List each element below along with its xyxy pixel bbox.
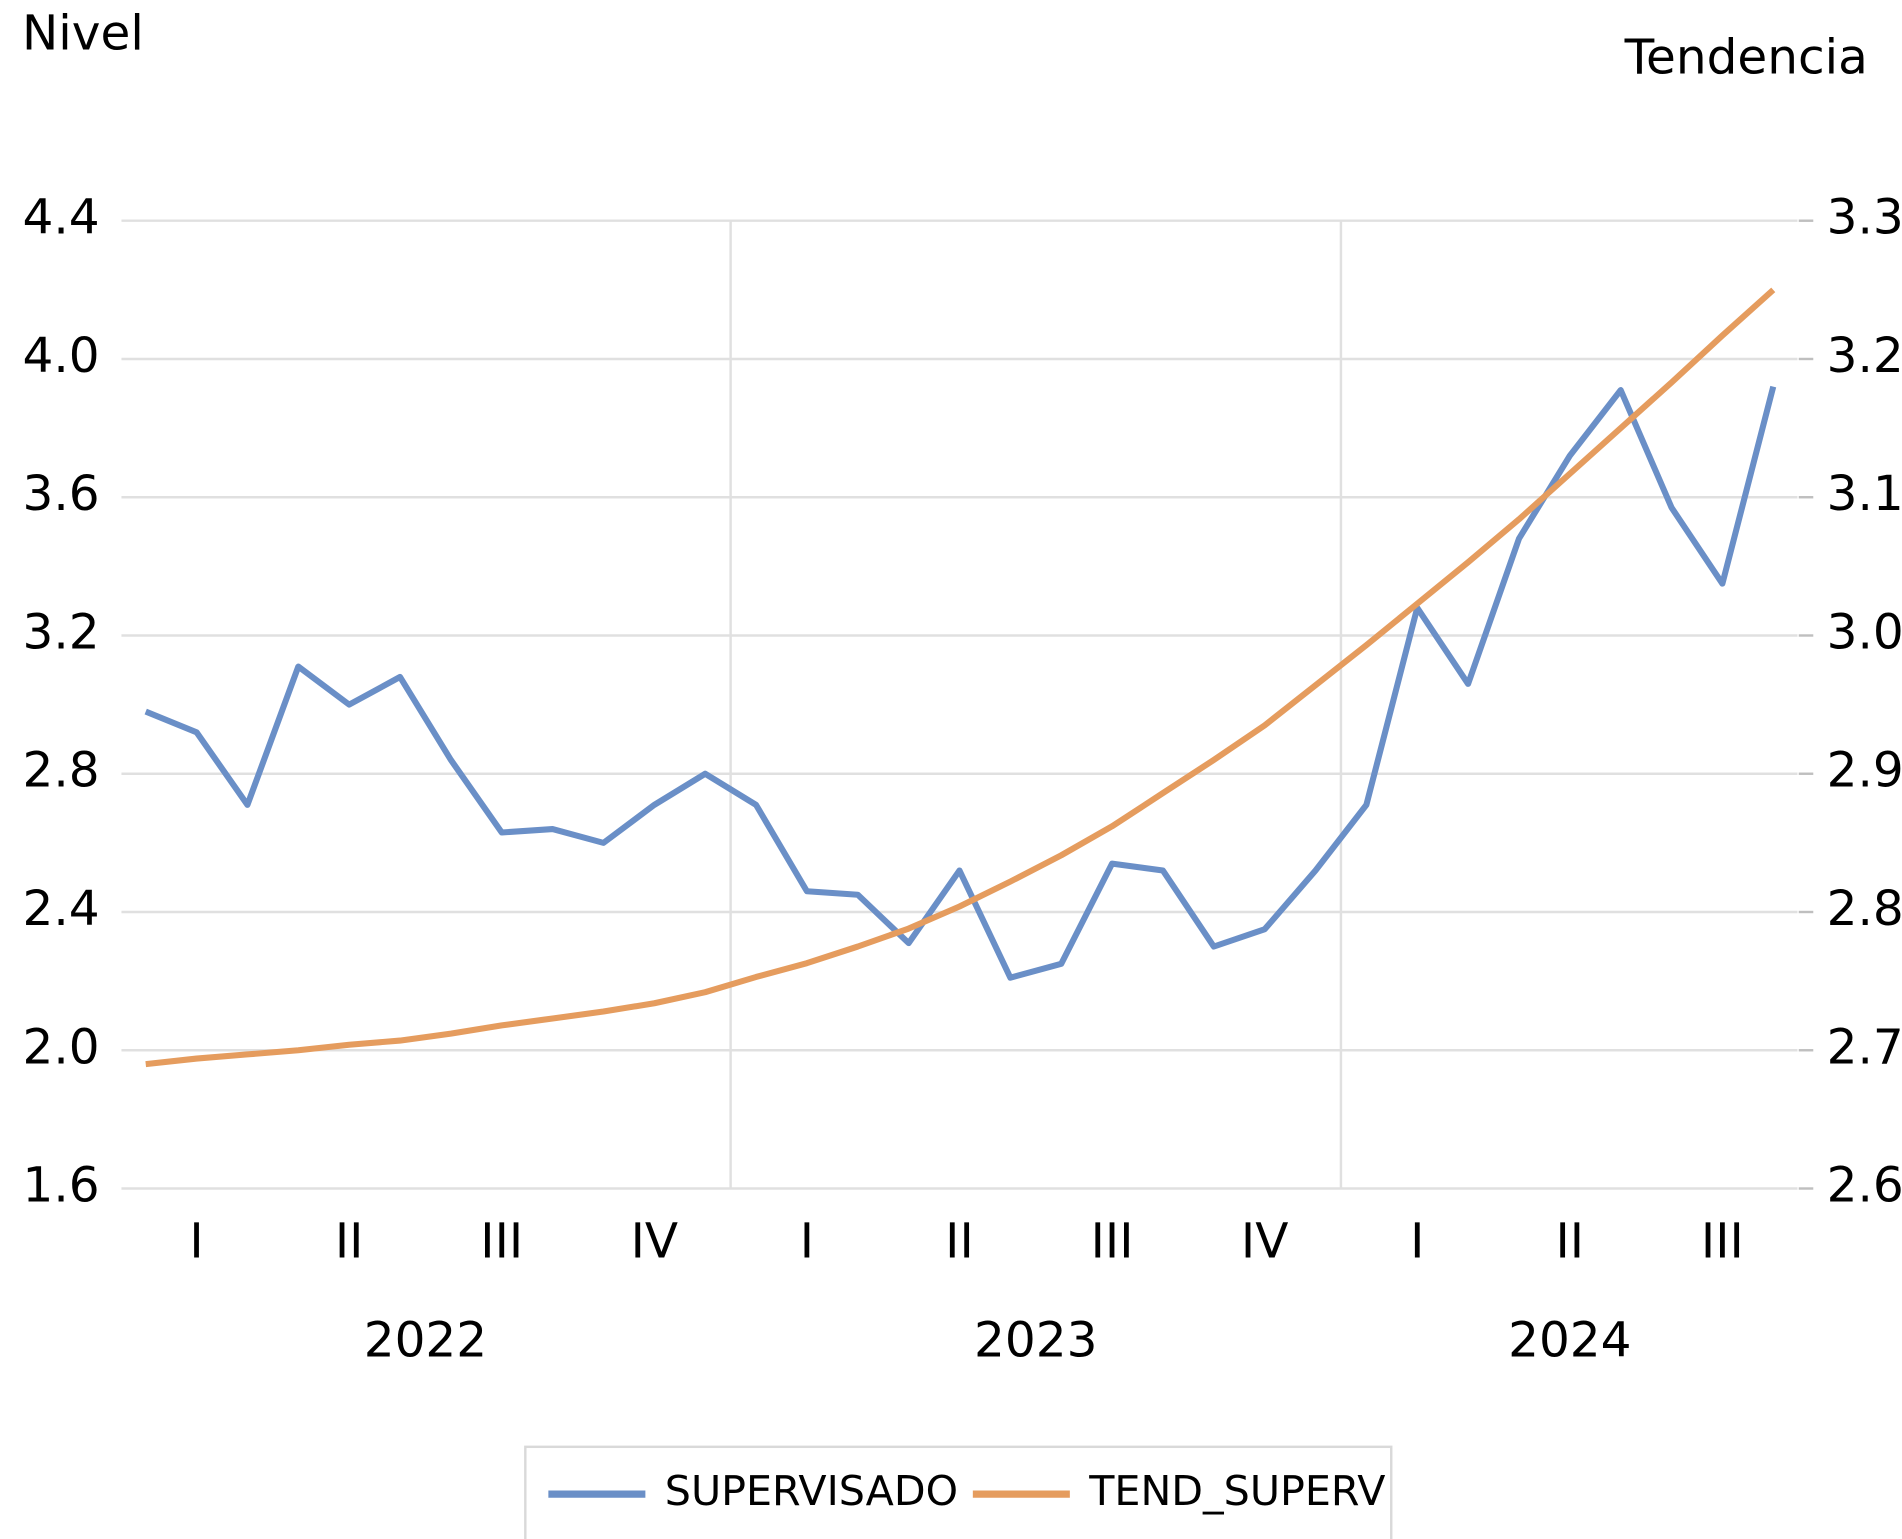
- series-line: [145, 287, 1776, 1068]
- y-tick-label: 3.6: [22, 466, 99, 522]
- y-axis-label: Nivel: [22, 5, 144, 61]
- legend-label: SUPERVISADO: [665, 1467, 958, 1515]
- legend-box: [524, 1445, 1393, 1539]
- y2-tick-label: 2.8: [1827, 881, 1902, 937]
- y2-tick-label: 2.9: [1827, 743, 1902, 799]
- x-tick-label: III: [1701, 1213, 1744, 1269]
- y2-axis-label: Tendencia: [1624, 30, 1868, 86]
- year-label: 2023: [974, 1313, 1097, 1369]
- year-label: 2022: [364, 1313, 487, 1369]
- x-tick-label: IV: [1241, 1213, 1288, 1269]
- y2-tick-label: 3.2: [1827, 328, 1902, 384]
- y2-tick-label: 2.7: [1827, 1019, 1902, 1075]
- x-tick-label: I: [189, 1213, 203, 1269]
- x-tick-label: I: [1410, 1213, 1424, 1269]
- series-line: [144, 385, 1777, 981]
- x-tick-label: III: [480, 1213, 523, 1269]
- y2-tick-label: 3.1: [1827, 466, 1902, 522]
- y2-tick-label: 3.3: [1827, 190, 1902, 246]
- x-tick-label: IV: [631, 1213, 678, 1269]
- year-label: 2024: [1508, 1313, 1631, 1369]
- y-tick-label: 4.4: [22, 190, 99, 246]
- x-tick-label: II: [1556, 1213, 1585, 1269]
- y-tick-label: 2.4: [22, 881, 99, 937]
- x-tick-label: II: [335, 1213, 364, 1269]
- y2-tick-label: 2.6: [1827, 1158, 1902, 1214]
- x-tick-label: I: [800, 1213, 814, 1269]
- legend-label: TEND_SUPERV: [1088, 1467, 1385, 1515]
- y-tick-label: 1.6: [22, 1158, 99, 1214]
- y-tick-label: 2.0: [22, 1019, 99, 1075]
- x-tick-label: II: [945, 1213, 974, 1269]
- y-tick-label: 4.0: [22, 328, 99, 384]
- x-tick-label: III: [1091, 1213, 1134, 1269]
- y-tick-label: 2.8: [22, 743, 99, 799]
- y2-tick-label: 3.0: [1827, 604, 1902, 660]
- y-tick-label: 3.2: [22, 604, 99, 660]
